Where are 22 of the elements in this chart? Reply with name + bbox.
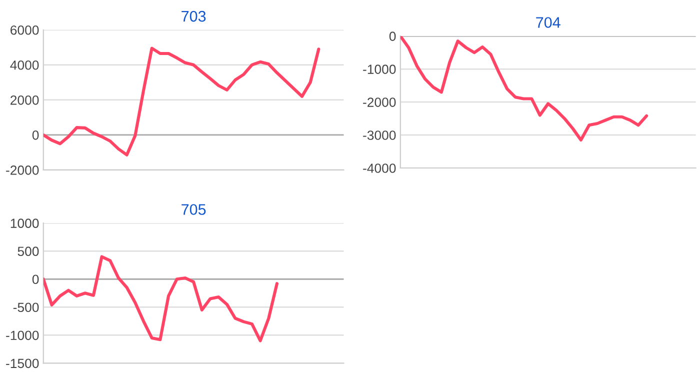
chart-title: 705 [182,204,206,215]
line-series [43,46,320,156]
y-tick-label: -2000 [363,98,396,107]
y-tick-label: 0 [32,274,39,284]
y-tick-label: 4000 [10,60,39,70]
y-tick-label: -500 [13,302,39,312]
y-tick-label: 2000 [10,95,39,105]
y-tick-label: -4000 [363,164,396,173]
y-tick-label: -3000 [363,130,396,140]
y-tick-label: 1000 [10,218,39,228]
y-tick-label: 0 [32,130,39,140]
line-series [43,255,278,342]
chart-title: 704 [536,17,560,28]
y-tick-label: -1500 [6,358,39,368]
y-tick-label: 0 [389,32,396,41]
y-tick-label: -1000 [6,330,39,340]
y-tick-label: -1000 [363,64,396,74]
chart-title: 703 [182,10,206,22]
y-tick-label: 6000 [10,25,39,35]
y-tick-label: 500 [18,246,39,256]
line-series [400,36,648,142]
y-tick-label: -2000 [6,166,39,175]
